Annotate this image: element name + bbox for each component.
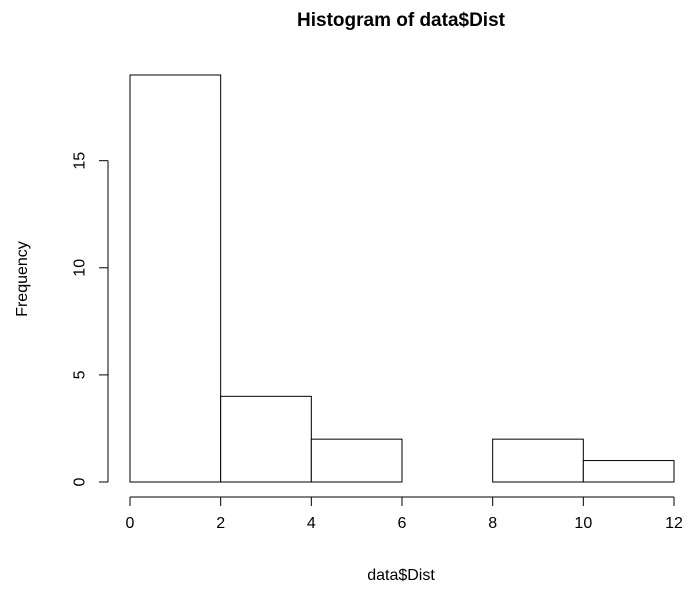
histogram-bar-2-4 (220, 395, 312, 483)
x-axis: 0 2 4 6 8 10 12 (126, 496, 683, 532)
y-axis-label: Frequency (14, 241, 31, 317)
y-tick-label-0: 0 (72, 477, 89, 486)
histogram-bar-0-2 (129, 74, 222, 483)
x-tick-label-10: 10 (574, 515, 592, 532)
histogram-bar-10-12 (582, 460, 675, 483)
x-tick-label-6: 6 (398, 515, 407, 532)
y-tick-label-5: 5 (72, 370, 89, 379)
y-axis: 0 5 10 15 (72, 152, 109, 486)
y-tick-label-10: 10 (72, 259, 89, 277)
histogram-bar-4-6 (310, 438, 403, 483)
bars-group (129, 74, 675, 483)
x-axis-label: data$Dist (367, 567, 435, 584)
x-tick-label-2: 2 (216, 515, 225, 532)
y-tick-label-15: 15 (72, 152, 89, 170)
chart-title: Histogram of data$Dist (297, 10, 506, 31)
x-tick-label-12: 12 (665, 515, 683, 532)
x-tick-label-0: 0 (126, 515, 135, 532)
x-tick-label-4: 4 (307, 515, 316, 532)
x-tick-label-8: 8 (488, 515, 497, 532)
histogram-bar-8-10 (492, 438, 584, 483)
